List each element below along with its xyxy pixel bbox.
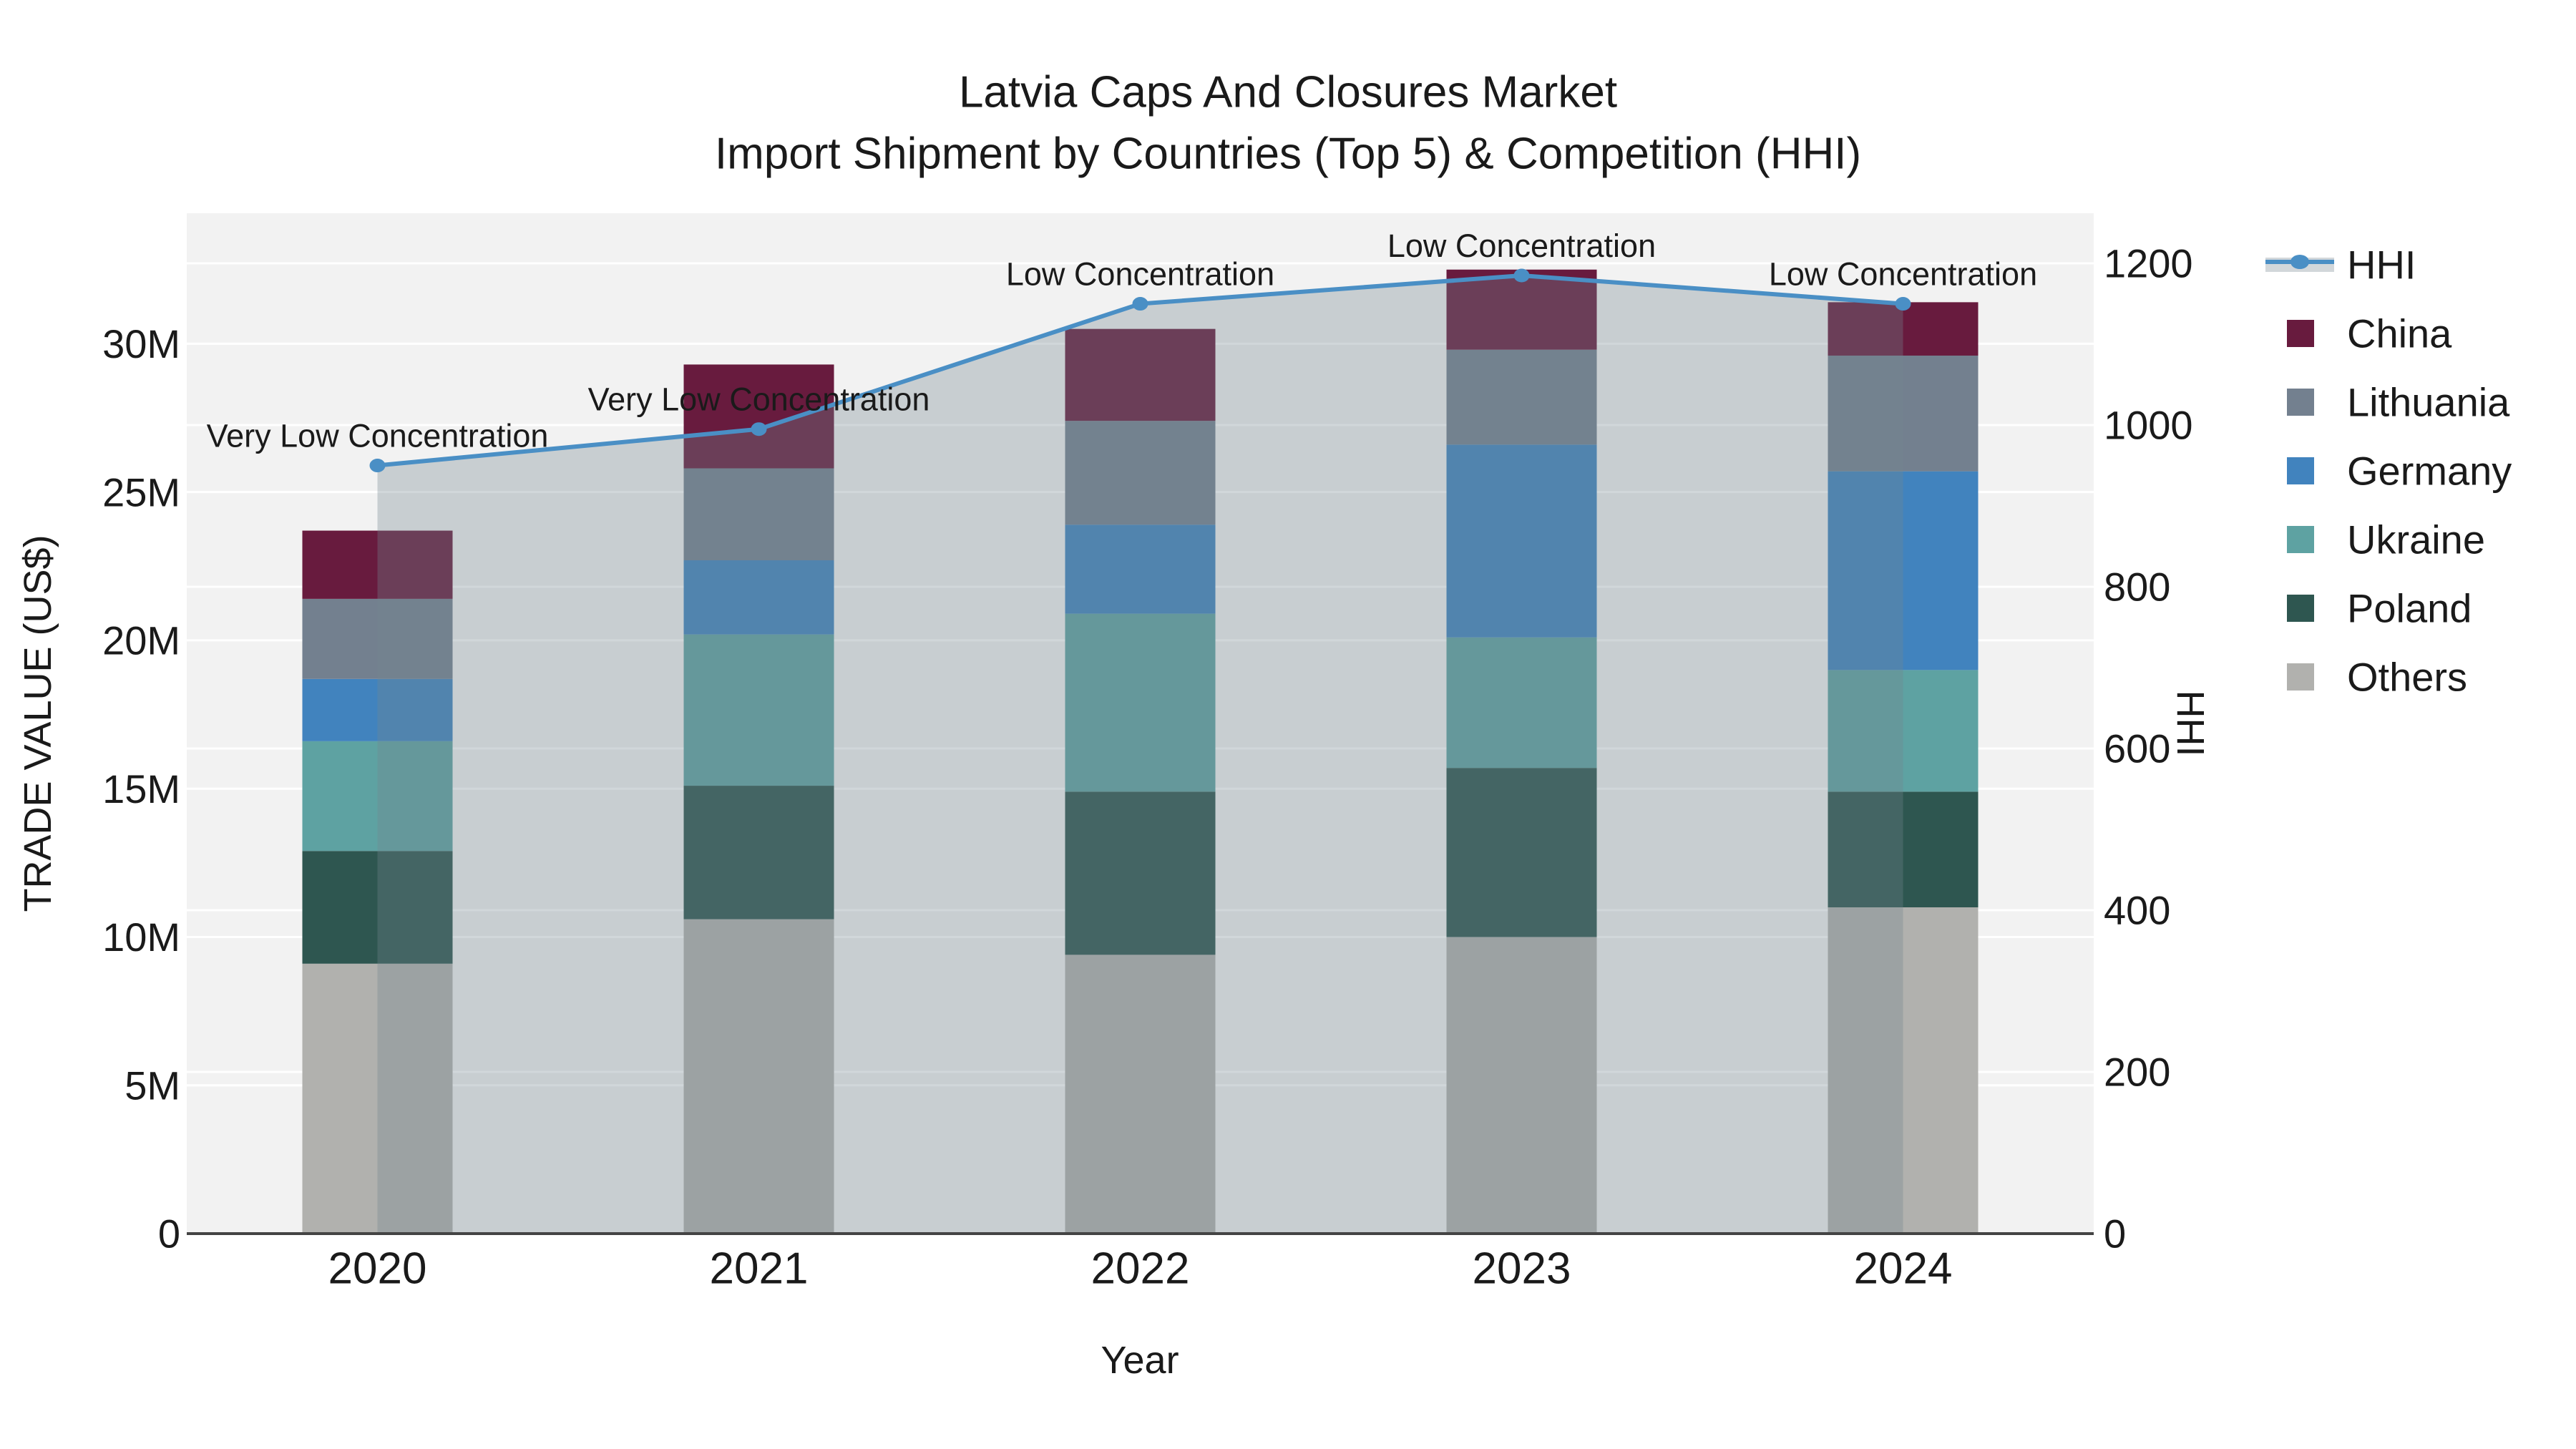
bar-segment-germany-2023[interactable]	[1446, 444, 1597, 638]
bar-segment-ukraine-2021[interactable]	[683, 634, 834, 786]
bar-segment-ukraine-2023[interactable]	[1446, 637, 1597, 769]
left-tick-15M: 15M	[102, 766, 180, 811]
chart-title-line2: Import Shipment by Countries (Top 5) & C…	[715, 130, 1861, 179]
left-tick-5M: 5M	[125, 1063, 180, 1108]
legend-swatch-others[interactable]	[2287, 663, 2314, 691]
hhi-marker-2023[interactable]	[1513, 268, 1530, 283]
legend-label-germany[interactable]: Germany	[2347, 449, 2512, 494]
bar-segment-others-2024[interactable]	[1828, 907, 1979, 1234]
axis-ticks: 0 5M 10M 15M 20M 25M 30M 0 200 400 600 800 1000 1200 2…	[102, 241, 2193, 1294]
right-tick-400: 400	[2104, 888, 2170, 933]
right-tick-200: 200	[2104, 1050, 2170, 1095]
plot-area	[187, 213, 2094, 1235]
right-tick-800: 800	[2104, 565, 2170, 610]
chart-title-line1: Latvia Caps And Closures Market	[959, 68, 1617, 117]
annotation-2020: Very Low Concentration	[207, 417, 549, 454]
bar-segment-poland-2024[interactable]	[1828, 791, 1979, 908]
annotation-2022: Low Concentration	[1006, 255, 1274, 292]
x-tick-2023: 2023	[1473, 1244, 1571, 1294]
legend-label-ukraine[interactable]: Ukraine	[2347, 517, 2485, 562]
left-axis-title: TRADE VALUE (US$)	[16, 535, 59, 912]
legend-swatch-china[interactable]	[2287, 320, 2314, 347]
x-axis-title: Year	[1101, 1339, 1179, 1382]
right-tick-1200: 1200	[2104, 241, 2193, 286]
hhi-area-fill	[377, 275, 1903, 1234]
hhi-marker-2024[interactable]	[1895, 297, 1911, 311]
legend-label-others[interactable]: Others	[2347, 655, 2467, 700]
bar-segment-lithuania-2023[interactable]	[1446, 349, 1597, 445]
bar-segment-others-2021[interactable]	[683, 919, 834, 1234]
bar-segment-germany-2024[interactable]	[1828, 471, 1979, 670]
x-tick-2024: 2024	[1854, 1244, 1953, 1294]
legend-label-lithuania[interactable]: Lithuania	[2347, 380, 2510, 425]
right-tick-600: 600	[2104, 726, 2170, 771]
hhi-marker-2021[interactable]	[751, 422, 767, 436]
bar-segment-others-2023[interactable]	[1446, 937, 1597, 1234]
bar-segment-poland-2023[interactable]	[1446, 768, 1597, 937]
bar-segment-poland-2022[interactable]	[1065, 791, 1216, 955]
annotations: Very Low Concentration Very Low Concentra…	[207, 228, 2038, 454]
bar-segment-lithuania-2024[interactable]	[1828, 355, 1979, 472]
bar-segment-china-2022[interactable]	[1065, 328, 1216, 421]
bar-segment-china-2024[interactable]	[1828, 302, 1979, 356]
annotation-2024: Low Concentration	[1769, 255, 2037, 292]
legend-swatch-poland[interactable]	[2287, 595, 2314, 622]
right-axis-title: HHI	[2169, 691, 2212, 757]
right-tick-1000: 1000	[2104, 403, 2193, 448]
legend-label-poland[interactable]: Poland	[2347, 586, 2472, 631]
legend-hhi-marker[interactable]	[2290, 255, 2309, 269]
bar-segment-lithuania-2022[interactable]	[1065, 421, 1216, 525]
bar-segment-poland-2021[interactable]	[683, 786, 834, 919]
legend-swatch-germany[interactable]	[2287, 457, 2314, 484]
left-tick-0: 0	[158, 1211, 180, 1257]
bar-segment-ukraine-2024[interactable]	[1828, 670, 1979, 792]
left-tick-30M: 30M	[102, 321, 180, 366]
bar-segment-lithuania-2020[interactable]	[302, 598, 453, 679]
bar-segment-germany-2020[interactable]	[302, 678, 453, 741]
bar-segment-china-2020[interactable]	[302, 530, 453, 599]
annotation-2023: Low Concentration	[1387, 228, 1656, 264]
hhi-marker-2020[interactable]	[369, 459, 386, 473]
hhi-marker-2022[interactable]	[1132, 297, 1148, 311]
legend-swatch-ukraine[interactable]	[2287, 526, 2314, 553]
left-tick-10M: 10M	[102, 914, 180, 960]
bar-segment-china-2023[interactable]	[1446, 269, 1597, 350]
bar-segment-germany-2022[interactable]	[1065, 525, 1216, 614]
legend-swatch-lithuania[interactable]	[2287, 389, 2314, 416]
x-tick-2022: 2022	[1091, 1244, 1190, 1294]
bar-segment-lithuania-2021[interactable]	[683, 468, 834, 561]
bar-segment-china-2021[interactable]	[683, 364, 834, 469]
bar-segment-ukraine-2020[interactable]	[302, 741, 453, 852]
annotation-2021: Very Low Concentration	[588, 381, 930, 417]
left-tick-25M: 25M	[102, 469, 180, 514]
bar-segment-ukraine-2022[interactable]	[1065, 613, 1216, 792]
bar-segment-others-2022[interactable]	[1065, 955, 1216, 1234]
x-tick-2020: 2020	[328, 1244, 427, 1294]
x-tick-2021: 2021	[710, 1244, 809, 1294]
legend: HHI China Lithuania Germany Ukraine Poland Oth…	[2265, 243, 2512, 700]
legend-label-hhi[interactable]: HHI	[2347, 243, 2416, 288]
bar-segment-others-2020[interactable]	[302, 963, 453, 1234]
bar-segment-germany-2021[interactable]	[683, 560, 834, 635]
left-tick-20M: 20M	[102, 618, 180, 663]
bar-segment-poland-2020[interactable]	[302, 851, 453, 964]
legend-label-china[interactable]: China	[2347, 311, 2452, 356]
right-tick-0: 0	[2104, 1211, 2126, 1257]
